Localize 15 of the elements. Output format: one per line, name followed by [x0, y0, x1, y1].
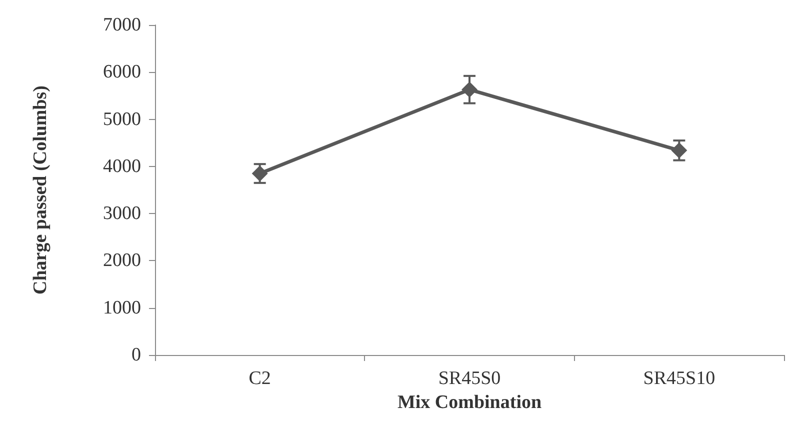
x-tick-label: SR45S0 [438, 368, 501, 389]
y-tick-label: 7000 [103, 14, 141, 36]
y-tick-label: 1000 [103, 297, 141, 318]
y-tick-label: 2000 [103, 250, 141, 272]
y-tick-label: 4000 [103, 156, 141, 177]
y-tick-label: 5000 [103, 108, 141, 130]
y-tick-label: 0 [132, 344, 141, 366]
x-axis-title: Mix Combination [397, 392, 542, 413]
x-tick-label: C2 [248, 368, 271, 389]
x-tick-label: SR45S10 [643, 368, 716, 389]
y-tick-label: 3000 [103, 203, 141, 224]
y-tick-label: 6000 [103, 62, 141, 83]
y-axis-title: Charge passed (Columbs) [30, 85, 51, 295]
point [462, 82, 478, 98]
point [671, 142, 688, 158]
